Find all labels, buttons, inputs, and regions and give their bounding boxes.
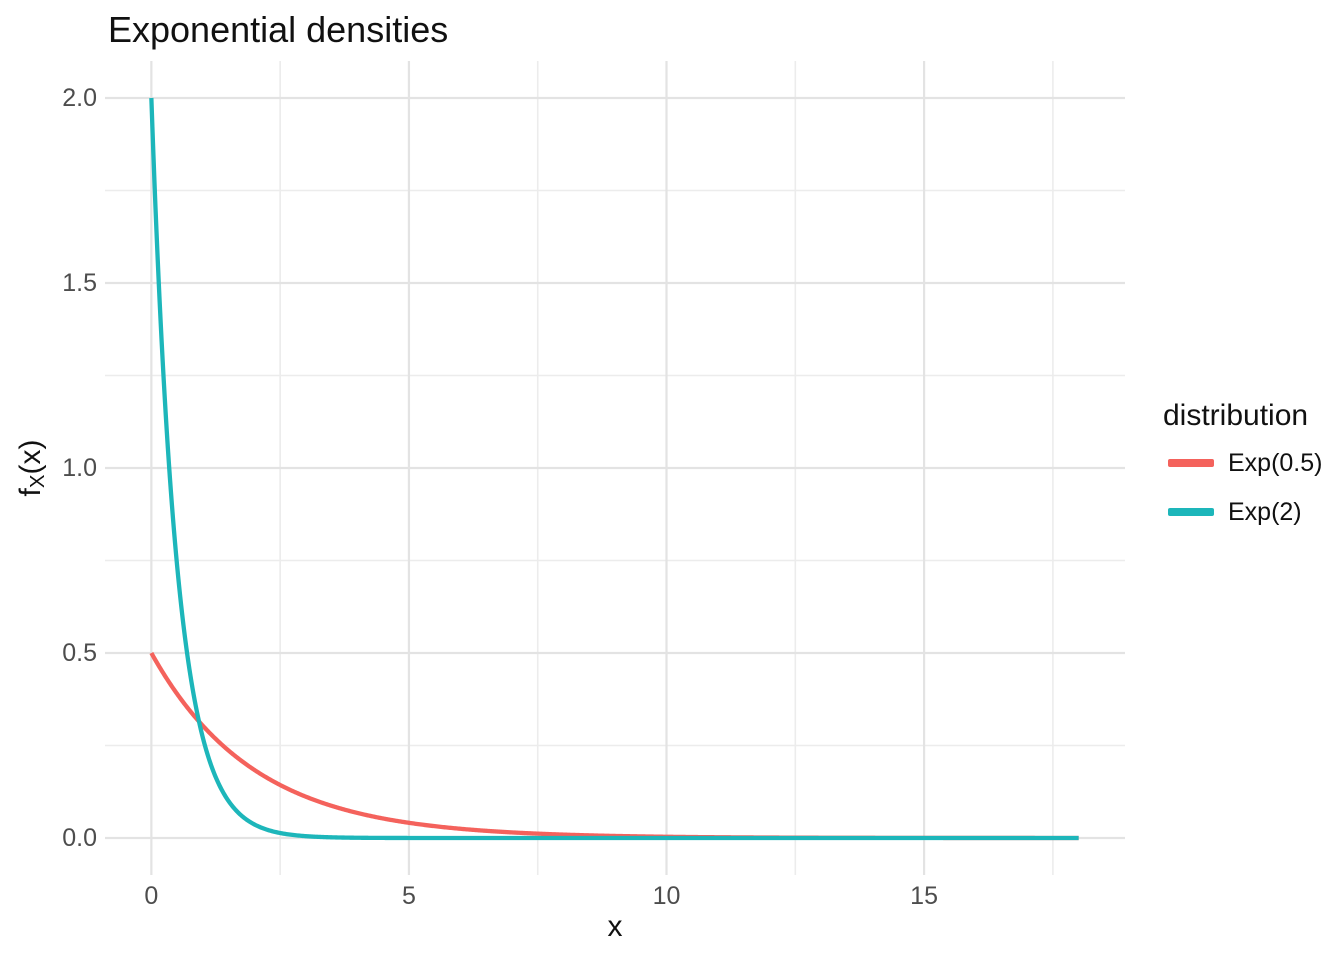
y-tick-label-1.5: 1.5 xyxy=(62,269,97,297)
legend-entry-exp2: Exp(2) xyxy=(1163,493,1322,531)
plot-panel-svg xyxy=(105,61,1125,875)
x-tick-label-10: 10 xyxy=(652,882,681,910)
x-tick-label-5: 5 xyxy=(401,882,416,910)
y-axis-title-base: f xyxy=(14,488,47,497)
legend-key-line-exp2 xyxy=(1168,508,1214,516)
y-tick-label-1.0: 1.0 xyxy=(62,454,97,482)
x-axis-title: x xyxy=(607,910,623,943)
legend-label-exp2: Exp(2) xyxy=(1228,497,1302,526)
plot-title: Exponential densities xyxy=(108,9,449,50)
x-tick-label-0: 0 xyxy=(144,882,159,910)
density-curve-exp2 xyxy=(149,97,1080,841)
legend-label-exp05: Exp(0.5) xyxy=(1228,448,1323,477)
legend-title: distribution xyxy=(1163,399,1309,432)
legend-key-line-exp05 xyxy=(1168,459,1214,467)
legend: distribution Exp(0.5) Exp(2) xyxy=(1163,400,1322,542)
y-tick-label-2.0: 2.0 xyxy=(62,84,97,112)
y-tick-label-0.5: 0.5 xyxy=(62,639,97,667)
y-tick-label-0.0: 0.0 xyxy=(62,824,97,852)
x-tick-label-15: 15 xyxy=(910,882,938,910)
legend-entry-exp05: Exp(0.5) xyxy=(1163,444,1322,482)
